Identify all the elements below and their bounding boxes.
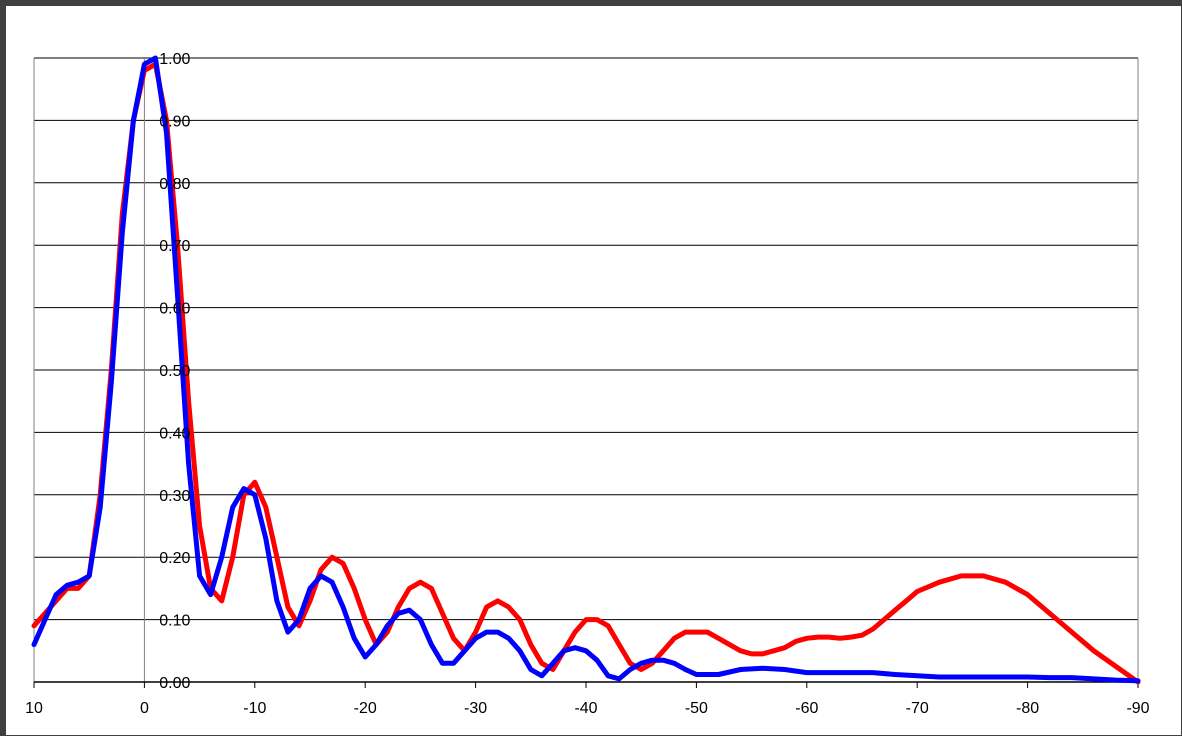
x-tick-label: -10 xyxy=(243,700,266,717)
x-tick-label: -30 xyxy=(464,700,487,717)
y-tick-labels: 0.00 0.10 0.20 0.30 0.40 0.50 0.60 0.70 0.80 0.90… xyxy=(159,51,190,692)
y-tick-label: 0.40 xyxy=(159,425,190,442)
x-tick-label: -40 xyxy=(574,700,597,717)
y-tick-label: 0.50 xyxy=(159,363,190,380)
x-tick-label: -90 xyxy=(1126,700,1149,717)
y-tick-label: 0.80 xyxy=(159,176,190,193)
series-line-2 xyxy=(34,58,1138,681)
x-tick-label: -80 xyxy=(1016,700,1039,717)
series-line-1 xyxy=(34,64,1138,682)
y-tick-label: 1.00 xyxy=(159,51,190,68)
x-tick-label: 0 xyxy=(140,700,149,717)
x-tick-label: 10 xyxy=(25,700,43,717)
x-tick-label: -20 xyxy=(354,700,377,717)
axes xyxy=(34,58,1138,688)
y-tick-label: 0.90 xyxy=(159,113,190,130)
y-tick-label: 0.60 xyxy=(159,301,190,318)
y-tick-label: 0.00 xyxy=(159,675,190,692)
y-tick-label: 0.20 xyxy=(159,550,190,567)
x-tick-label: -70 xyxy=(906,700,929,717)
y-tick-label: 0.10 xyxy=(159,613,190,630)
x-tick-label: -50 xyxy=(685,700,708,717)
x-tick-label: -60 xyxy=(795,700,818,717)
gridlines xyxy=(34,58,1138,682)
y-tick-label: 0.70 xyxy=(159,238,190,255)
y-tick-label: 0.30 xyxy=(159,488,190,505)
x-tick-labels: 10 0 -10 -20 -30 -40 -50 -60 -70 -80 -90 xyxy=(25,700,1150,717)
